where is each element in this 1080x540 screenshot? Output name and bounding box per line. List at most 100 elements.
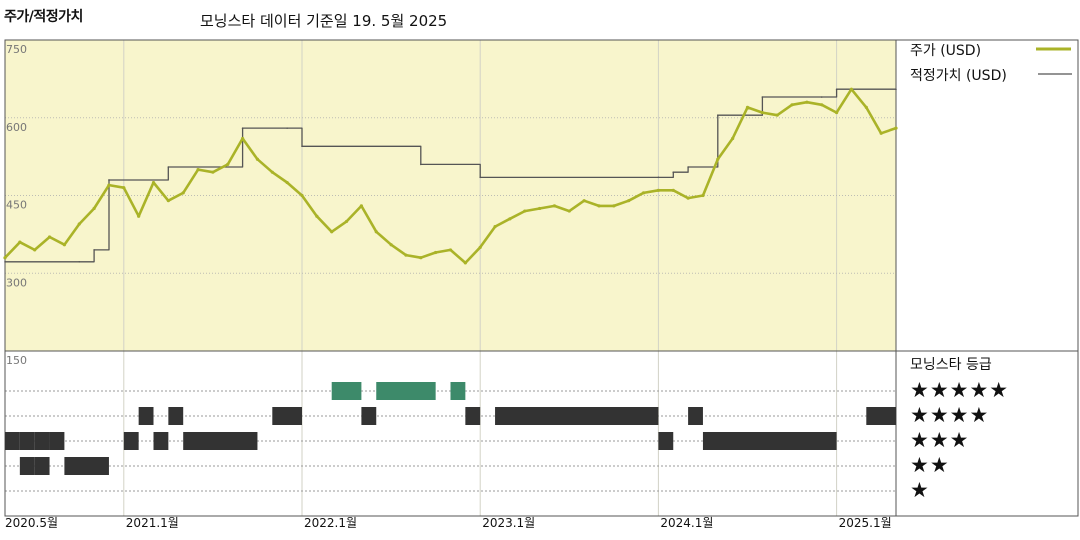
price-data-point	[33, 248, 37, 252]
fair-value-data-point	[479, 176, 482, 179]
price-data-point	[775, 113, 779, 117]
price-data-point	[255, 157, 260, 161]
chart-frame	[4, 39, 1079, 517]
y-tick-label: 150	[6, 354, 27, 367]
fair-value-data-point	[895, 88, 897, 91]
fair-value-data-point	[820, 96, 823, 98]
price-data-point	[835, 110, 839, 115]
price-data-point	[686, 196, 690, 200]
fair-value-data-point	[93, 249, 95, 251]
price-data-point	[493, 225, 497, 229]
price-data-point	[315, 214, 319, 218]
price-data-point	[523, 209, 527, 213]
price-data-point	[92, 206, 96, 211]
price-data-point	[404, 253, 408, 257]
fair-value-data-point	[420, 163, 422, 166]
price-data-point	[3, 256, 7, 260]
price-data-point	[419, 256, 423, 260]
plot-background	[5, 40, 896, 351]
price-data-point	[211, 170, 215, 174]
x-tick-label: 2025.1월	[839, 516, 892, 530]
price-data-point	[508, 217, 512, 221]
fair-value-data-point	[286, 127, 288, 129]
fair-value-data-point	[761, 96, 764, 98]
price-data-point	[849, 87, 854, 91]
price-data-point	[389, 243, 393, 247]
price-data-point	[820, 103, 824, 107]
price-data-point	[18, 240, 22, 244]
price-data-point	[538, 206, 542, 211]
price-data-point	[107, 183, 111, 187]
price-data-point	[434, 250, 438, 255]
x-tick-label: 2020.5월	[5, 516, 58, 530]
rating-bar	[495, 407, 659, 425]
price-data-point	[62, 243, 66, 247]
price-data-point	[552, 204, 557, 208]
rating-bar	[168, 407, 184, 425]
price-data-point	[864, 105, 868, 109]
rating-bar	[19, 457, 35, 475]
y-tick-label: 600	[6, 121, 27, 134]
rating-bar	[688, 407, 703, 425]
fair-value-data-point	[657, 176, 660, 179]
price-data-point	[671, 188, 675, 192]
price-data-point	[612, 204, 616, 208]
price-data-point	[879, 131, 883, 135]
price-data-point	[478, 245, 482, 249]
price-data-point	[122, 186, 126, 190]
rating-bar	[34, 432, 50, 450]
rating-bar	[138, 407, 154, 425]
x-tick-label: 2021.1월	[126, 516, 179, 530]
price-data-point	[47, 235, 52, 239]
fair-value-data-point	[672, 171, 675, 173]
legend-price-label: 주가 (USD)	[910, 43, 981, 59]
fair-value-data-point	[4, 261, 6, 263]
rating-bar	[361, 407, 377, 425]
price-data-point	[731, 136, 735, 141]
y-tick-label: 450	[6, 199, 27, 212]
rating-bar	[19, 432, 35, 450]
price-data-point	[463, 261, 467, 265]
price-data-point	[582, 199, 586, 203]
price-data-point	[226, 162, 230, 166]
price-data-point	[181, 191, 185, 195]
rating-bar	[866, 407, 896, 425]
fair-value-data-point	[167, 166, 170, 168]
price-data-point	[285, 180, 289, 185]
price-data-point	[77, 222, 81, 226]
y-tick-label: 750	[6, 43, 27, 56]
rating-bar	[658, 432, 674, 450]
rating-level-stars: ★★★	[910, 428, 969, 452]
legend-fair-label: 적정가치 (USD)	[910, 68, 1007, 84]
rating-level-stars: ★★	[910, 453, 950, 477]
rating-bar	[272, 407, 302, 425]
price-data-point	[894, 126, 898, 130]
price-data-point	[196, 167, 200, 172]
rating-bar	[465, 407, 481, 425]
price-data-point	[151, 180, 156, 185]
rating-bar	[5, 432, 20, 450]
rating-bar	[34, 457, 50, 475]
rating-title: 모닝스타 등급	[910, 357, 992, 373]
rating-bar	[64, 457, 109, 475]
fair-value-data-point	[78, 261, 81, 263]
y-axis-title: 주가/적정가치	[4, 9, 83, 25]
price-data-point	[567, 209, 571, 213]
fair-value-data-point	[301, 145, 303, 148]
rating-bar	[123, 432, 139, 450]
rating-bar	[183, 432, 258, 450]
price-data-point	[760, 110, 764, 115]
rating-bar	[702, 432, 837, 450]
rating-level-stars: ★★★★	[910, 403, 989, 427]
price-data-point	[330, 230, 334, 234]
fair-value-data-point	[687, 166, 689, 168]
price-data-point	[137, 214, 141, 218]
rating-bar	[49, 432, 65, 450]
x-tick-label: 2024.1월	[660, 516, 713, 530]
rating-bar	[331, 382, 362, 400]
price-data-point	[300, 193, 304, 198]
rating-level-stars: ★★★★★	[910, 378, 1009, 402]
price-data-point	[641, 191, 646, 195]
